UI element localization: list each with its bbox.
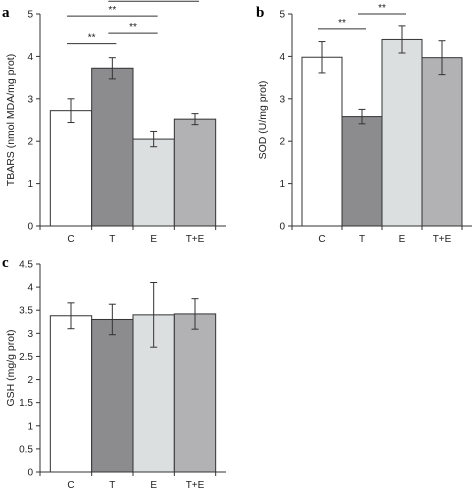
bar-C xyxy=(49,110,93,227)
y-tick-label: 1 xyxy=(279,179,285,190)
error-bar-E xyxy=(150,130,158,148)
x-tick-label-T+E: T+E xyxy=(433,234,452,245)
error-bar-C xyxy=(318,41,326,74)
error-bar-E xyxy=(398,25,406,54)
y-tick-label: 1 xyxy=(27,179,33,190)
significance-label: ** xyxy=(88,33,96,44)
y-axis-label: SOD (U/mg prot) xyxy=(257,81,269,160)
bar-C xyxy=(49,315,93,473)
y-tick-label: 0 xyxy=(27,468,33,479)
significance-label: ** xyxy=(150,0,158,1)
significance-bracket: ** xyxy=(67,5,158,17)
significance-label: ** xyxy=(338,18,346,29)
x-tick-label-T: T xyxy=(109,234,115,245)
error-bar-T+E xyxy=(191,113,199,126)
y-tick-label: 4.5 xyxy=(19,260,33,271)
y-tick-label: 3.5 xyxy=(19,306,33,317)
panel-letter: a xyxy=(2,5,10,21)
panel-letter: b xyxy=(256,5,264,21)
error-bar-T xyxy=(358,108,366,125)
bar-T+E xyxy=(173,118,217,227)
bar-C xyxy=(301,56,343,227)
significance-bracket: ** xyxy=(358,3,406,15)
x-tick-label-T: T xyxy=(109,480,115,491)
significance-bracket: ** xyxy=(108,22,158,34)
y-tick-label: 4 xyxy=(27,52,33,63)
y-tick-label: 5 xyxy=(27,10,33,21)
error-bar-E xyxy=(150,281,158,348)
y-tick-label: 0 xyxy=(27,222,33,233)
bar-T+E xyxy=(421,57,463,227)
y-tick-label: 2 xyxy=(27,137,33,148)
bar-T xyxy=(91,67,134,227)
y-tick-label: 2.5 xyxy=(19,352,33,363)
bar-E xyxy=(381,38,423,227)
x-tick-label-T+E: T+E xyxy=(186,234,205,245)
y-tick-label: 4 xyxy=(27,283,33,294)
x-tick-label-C: C xyxy=(318,234,325,245)
panel-a: a TBARS (nmol MDA/mg prot) 0 1 2 3 4 5 C T E T+E ** *… xyxy=(2,0,226,245)
panel-letter: c xyxy=(2,255,9,271)
error-bar-C xyxy=(67,302,75,330)
y-tick-label: 0.5 xyxy=(19,444,33,455)
significance-label: ** xyxy=(108,5,116,16)
significance-bracket: ** xyxy=(318,18,366,30)
y-tick-label: 5 xyxy=(279,10,285,21)
bar-T+E xyxy=(173,313,217,473)
y-axis-label: TBARS (nmol MDA/mg prot) xyxy=(5,54,17,186)
panel-c: c GSH (mg/g prot) 0 0.5 1 1.5 2 2.5 3 3.5 4 4.5 C T E T… xyxy=(2,255,226,491)
x-tick-label-C: C xyxy=(67,480,74,491)
y-tick-label: 2 xyxy=(27,375,33,386)
x-tick-label-C: C xyxy=(67,234,74,245)
error-bar-T+E xyxy=(191,298,199,330)
significance-bracket: ** xyxy=(67,33,117,45)
y-tick-label: 0 xyxy=(279,222,285,233)
x-tick-label-T+E: T+E xyxy=(186,480,205,491)
significance-label: ** xyxy=(378,3,386,14)
y-tick-label: 3 xyxy=(279,94,285,105)
bar-T xyxy=(341,116,383,227)
y-tick-label: 3 xyxy=(27,94,33,105)
y-tick-label: 2 xyxy=(279,137,285,148)
x-tick-label-E: E xyxy=(150,234,157,245)
y-tick-label: 1.5 xyxy=(19,398,33,409)
x-tick-label-E: E xyxy=(150,480,157,491)
y-tick-label: 1 xyxy=(27,421,33,432)
x-tick-label-T: T xyxy=(359,234,365,245)
error-bar-T+E xyxy=(438,40,446,76)
x-tick-label-E: E xyxy=(399,234,406,245)
error-bar-C xyxy=(67,98,75,124)
significance-bracket: ** xyxy=(108,0,199,2)
y-tick-label: 3 xyxy=(27,329,33,340)
error-bar-T xyxy=(108,57,116,80)
bar-T xyxy=(91,318,134,473)
error-bar-T xyxy=(108,303,116,336)
y-axis-label: GSH (mg/g prot) xyxy=(5,329,17,406)
bar-E xyxy=(132,138,175,227)
y-tick-label: 4 xyxy=(279,52,285,63)
significance-label: ** xyxy=(129,22,137,33)
